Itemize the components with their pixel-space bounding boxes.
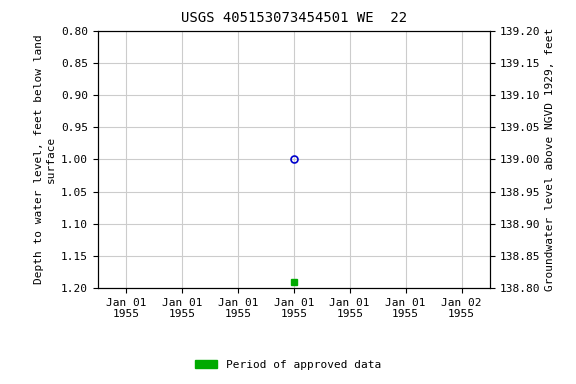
Y-axis label: Groundwater level above NGVD 1929, feet: Groundwater level above NGVD 1929, feet	[545, 28, 555, 291]
Y-axis label: Depth to water level, feet below land
surface: Depth to water level, feet below land su…	[34, 35, 56, 284]
Legend: Period of approved data: Period of approved data	[191, 356, 385, 375]
Title: USGS 405153073454501 WE  22: USGS 405153073454501 WE 22	[181, 12, 407, 25]
